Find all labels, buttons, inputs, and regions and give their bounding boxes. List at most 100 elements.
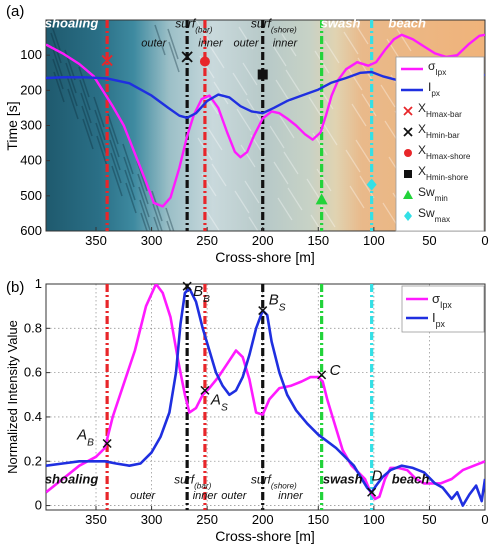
legend-symbol (404, 149, 412, 157)
timestack-streak (322, 122, 338, 146)
data-marker (181, 51, 193, 63)
timestack-streak (154, 24, 166, 56)
y-tick-label: 500 (20, 188, 42, 203)
legend-label: XHmax-bar (418, 101, 462, 119)
timestack-streak (244, 180, 260, 204)
timestack-streak (107, 113, 119, 145)
point-label: BB (193, 283, 210, 305)
point-label: BS (269, 292, 286, 314)
panel-b: AB BB AS BS C D shoaling surf(bar) surf(shore) s… (5, 276, 489, 544)
zone-label: inner (193, 490, 219, 502)
panel-a-xlabel: Cross-shore [m] (215, 249, 315, 265)
timestack-streak (271, 43, 287, 67)
timestack-streak (320, 204, 336, 228)
legend-label: Swmin (418, 185, 448, 203)
legend-label: σIpx (428, 59, 446, 77)
x-tick-label: 0 (481, 512, 488, 527)
timestack-streak (209, 45, 225, 69)
timestack-streak (82, 118, 94, 150)
data-marker-stroke (181, 51, 193, 63)
timestack-streak (316, 168, 332, 192)
zone-label: inner (273, 37, 299, 49)
zone-label: shoaling (45, 16, 99, 31)
point-label: AB (76, 427, 94, 449)
data-marker-stroke (101, 54, 113, 67)
legend-symbol-stroke (403, 106, 413, 116)
x-tick-label: 250 (196, 512, 218, 527)
timestack-streak (67, 88, 79, 120)
zone-label: surf(bar) (174, 472, 212, 490)
timestack-streak (93, 96, 105, 128)
legend-label: Ipx (432, 310, 446, 329)
timestack-streak (50, 32, 62, 64)
y-tick-label: 0 (35, 498, 42, 513)
timestack-streak (96, 135, 108, 167)
timestack-streak (359, 175, 375, 199)
timestack-streak (324, 40, 340, 64)
timestack-streak (51, 45, 63, 77)
legend-symbol (404, 211, 412, 221)
panel-a: shoaling surf(bar) surf(shore) swash beach ou… (4, 3, 489, 265)
point-marker (317, 370, 327, 380)
y-tick-label: 400 (20, 153, 42, 168)
timestack-streak (279, 115, 295, 139)
data-marker (199, 56, 210, 67)
timestack-streak (347, 67, 363, 91)
panel-a-ylabel: Time [s] (4, 101, 20, 150)
legend-symbol (403, 190, 413, 199)
x-tick-label: 300 (141, 512, 163, 527)
timestack-streak (240, 144, 256, 168)
zone-label: surf(bar) (175, 17, 213, 34)
data-marker (366, 178, 377, 191)
timestack-streak (357, 57, 373, 81)
data-marker (315, 193, 328, 205)
timestack-streak (287, 187, 303, 211)
point-label: AS (210, 391, 228, 413)
timestack-streak (80, 92, 92, 124)
timestack-streak (234, 190, 250, 214)
x-tick-label: 200 (252, 233, 274, 248)
y-tick-label: 0.6 (24, 365, 42, 380)
timestack-streak (310, 214, 322, 231)
timestack-streak (109, 139, 121, 171)
point-marker (102, 438, 112, 449)
panel-b-frame (45, 283, 486, 511)
series-line (46, 284, 485, 501)
y-tick-label: 200 (20, 82, 42, 97)
zone-label: outer (234, 37, 260, 49)
timestack-streak (201, 173, 217, 197)
data-marker (101, 54, 113, 67)
legend-box (395, 56, 485, 232)
timestack-streak (122, 143, 134, 175)
zone-label: outer (130, 490, 156, 502)
timestack-streak (66, 75, 78, 107)
timestack-streak (283, 151, 299, 175)
x-tick-label: 350 (85, 512, 107, 527)
timestack-streak (152, 203, 163, 231)
x-tick-label: 350 (85, 233, 107, 248)
y-tick-label: 100 (20, 47, 42, 62)
timestack-streak (124, 169, 136, 201)
timestack-streak (396, 28, 412, 52)
timestack-streak (205, 209, 221, 231)
point-marker (258, 306, 268, 316)
zone-label: beach (388, 16, 426, 31)
timestack-streak (195, 20, 211, 43)
timestack-streak (277, 197, 293, 221)
legend-symbol (403, 106, 413, 116)
timestack-streak (168, 41, 180, 73)
timestack-streak (382, 202, 398, 226)
legend-label: Swmax (418, 206, 450, 224)
point-label: C (330, 362, 341, 379)
legend-label: σIpx (432, 291, 452, 310)
timestack-streak (213, 81, 229, 105)
legend-symbol (403, 127, 413, 137)
timestack-streak (52, 58, 64, 90)
timestack-streak (165, 207, 175, 231)
timestack-streak (125, 182, 137, 214)
x-tick-label: 200 (252, 512, 274, 527)
legend-symbol (404, 170, 412, 178)
y-tick-label: 0.8 (24, 320, 42, 335)
timestack-streak (236, 108, 252, 132)
zone-label: swash (323, 471, 363, 486)
